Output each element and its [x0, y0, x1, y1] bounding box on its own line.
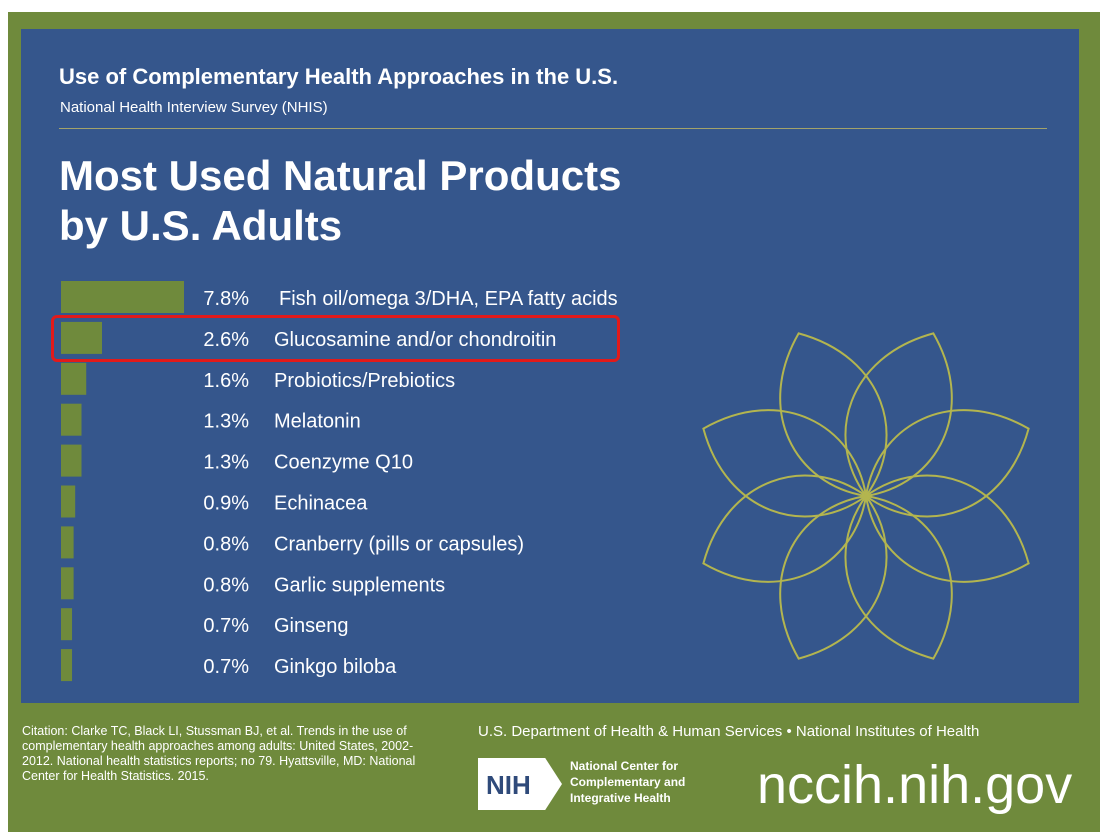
bar-8: [61, 567, 74, 600]
bar-4: [61, 403, 82, 436]
petal-7: [702, 409, 868, 518]
category-label-10: Ginkgo biloba: [274, 656, 397, 678]
value-label-3: 1.6%: [203, 370, 249, 392]
category-label-3: Probiotics/Prebiotics: [274, 370, 455, 392]
category-label-1: Fish oil/omega 3/DHA, EPA fatty acids: [279, 288, 618, 310]
supertitle: Use of Complementary Health Approaches i…: [59, 64, 619, 89]
value-label-1: 7.8%: [203, 288, 249, 310]
value-label-2: 2.6%: [203, 329, 249, 351]
chart-title: Most Used Natural Products by U.S. Adult…: [59, 151, 621, 251]
value-label-8: 0.8%: [203, 574, 249, 596]
category-label-6: Echinacea: [274, 493, 368, 515]
citation-text: Citation: Clarke TC, Black LI, Stussman …: [22, 724, 416, 783]
nih-logo: NIH: [478, 758, 562, 810]
petal-4: [844, 494, 953, 660]
petal-2: [864, 409, 1030, 518]
petal-3: [864, 474, 1030, 583]
petal-5: [779, 494, 888, 660]
bar-2: [61, 321, 102, 354]
value-label-10: 0.7%: [203, 656, 249, 678]
bar-10: [61, 649, 73, 682]
value-label-4: 1.3%: [203, 411, 249, 433]
chart-title-line2: by U.S. Adults: [59, 202, 343, 249]
bar-7: [61, 526, 74, 559]
category-label-5: Coenzyme Q10: [274, 452, 413, 474]
category-label-7: Cranberry (pills or capsules): [274, 533, 524, 555]
value-label-6: 0.9%: [203, 493, 249, 515]
bar-9: [61, 608, 73, 641]
value-label-5: 1.3%: [203, 452, 249, 474]
bar-6: [61, 485, 76, 518]
category-label-4: Melatonin: [274, 411, 361, 433]
category-label-2: Glucosamine and/or chondroitin: [274, 329, 556, 351]
subtitle: National Health Interview Survey (NHIS): [60, 99, 328, 116]
highlight-box: [51, 315, 620, 362]
petal-1: [844, 332, 953, 498]
value-label-9: 0.7%: [203, 615, 249, 637]
bar-3: [61, 362, 87, 395]
bar-5: [61, 444, 82, 477]
divider: [59, 128, 1047, 129]
chart-panel: [21, 29, 1079, 703]
website-link[interactable]: nccih.nih.gov: [757, 755, 1073, 815]
flower-icon: [702, 332, 1030, 660]
category-label-9: Ginseng: [274, 615, 349, 637]
bar-1: [61, 281, 184, 313]
value-label-7: 0.8%: [203, 533, 249, 555]
category-label-8: Garlic supplements: [274, 574, 445, 596]
petal-8: [779, 332, 888, 498]
agencies-line: U.S. Department of Health & Human Servic…: [478, 723, 980, 740]
chart-title-line1: Most Used Natural Products: [59, 152, 622, 199]
nih-logo-text: NIH: [486, 770, 531, 800]
petal-6: [702, 474, 868, 583]
center-name: National Center for Complementary and In…: [570, 759, 686, 805]
